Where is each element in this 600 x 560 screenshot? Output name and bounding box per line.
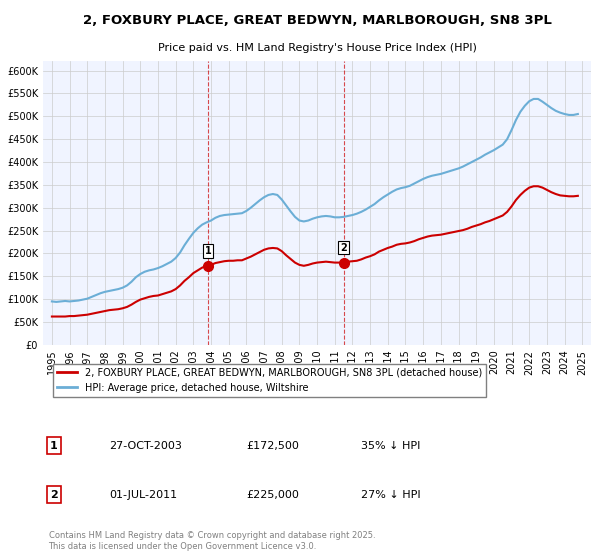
Text: Price paid vs. HM Land Registry's House Price Index (HPI): Price paid vs. HM Land Registry's House …: [158, 43, 476, 53]
Text: 2: 2: [50, 490, 58, 500]
Legend: 2, FOXBURY PLACE, GREAT BEDWYN, MARLBOROUGH, SN8 3PL (detached house), HPI: Aver: 2, FOXBURY PLACE, GREAT BEDWYN, MARLBORO…: [53, 364, 485, 396]
Text: Contains HM Land Registry data © Crown copyright and database right 2025.
This d: Contains HM Land Registry data © Crown c…: [49, 531, 375, 551]
Text: 1: 1: [205, 246, 211, 256]
Text: 27-OCT-2003: 27-OCT-2003: [109, 441, 182, 451]
Text: 2: 2: [340, 242, 347, 253]
Text: 1: 1: [50, 441, 58, 451]
Text: 2, FOXBURY PLACE, GREAT BEDWYN, MARLBOROUGH, SN8 3PL: 2, FOXBURY PLACE, GREAT BEDWYN, MARLBORO…: [83, 14, 551, 27]
Text: 35% ↓ HPI: 35% ↓ HPI: [361, 441, 421, 451]
Text: 01-JUL-2011: 01-JUL-2011: [109, 490, 177, 500]
Text: £172,500: £172,500: [246, 441, 299, 451]
Text: 27% ↓ HPI: 27% ↓ HPI: [361, 490, 421, 500]
Text: £225,000: £225,000: [246, 490, 299, 500]
